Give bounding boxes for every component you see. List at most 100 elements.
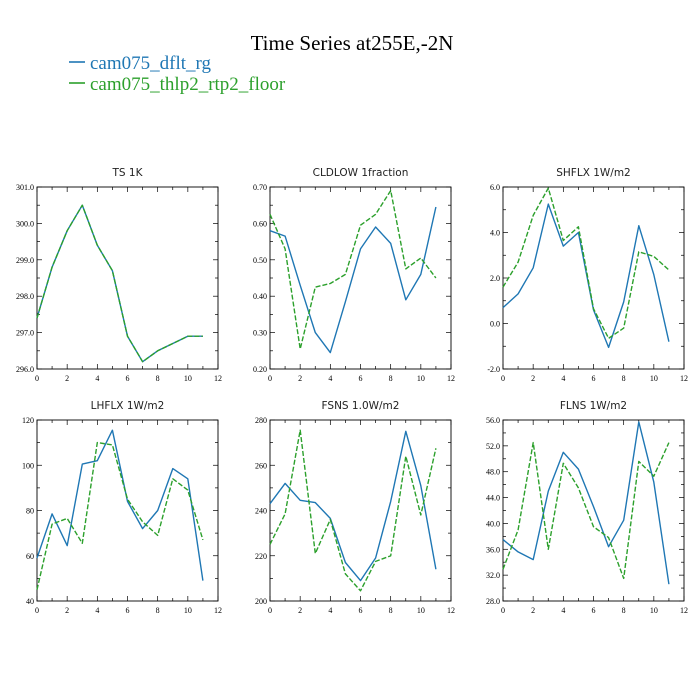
panel-6-ytick-label: 44.0 bbox=[486, 494, 500, 503]
panel-5-xtick-label: 6 bbox=[359, 606, 363, 615]
panel-2-xtick-label: 4 bbox=[328, 374, 332, 383]
panel-6-series-1-line bbox=[502, 421, 670, 585]
panel-2-ytick-label: 0.30 bbox=[253, 329, 267, 338]
panel-5-xtick-label: 2 bbox=[298, 606, 302, 615]
panel-4-ytick-label: 60 bbox=[26, 552, 34, 561]
panel-1-ytick-label: 296.0 bbox=[16, 365, 34, 374]
panel-4: LHFLX 1W/m2 0 2 4 6 8 10 12 40 60 80 100 120 bbox=[22, 400, 222, 615]
panel-5-ytick-label: 240 bbox=[255, 507, 267, 516]
panel-5-xtick-label: 10 bbox=[417, 606, 425, 615]
panel-5-xtick-label: 4 bbox=[328, 606, 332, 615]
panel-5-series-2-line bbox=[269, 429, 437, 592]
panel-4-xtick-label: 10 bbox=[184, 606, 192, 615]
panel-3-xtick-label: 2 bbox=[531, 374, 535, 383]
panel-4-ytick-label: 120 bbox=[22, 416, 34, 425]
panel-3-series-2-line bbox=[502, 187, 670, 339]
panel-4-xtick-label: 4 bbox=[95, 606, 99, 615]
panel-5-title: FSNS 1.0W/m2 bbox=[322, 400, 400, 412]
panel-5-series-1-line bbox=[269, 430, 437, 582]
panel-1-ytick-label: 301.0 bbox=[16, 183, 34, 192]
panel-4-xtick-label: 6 bbox=[126, 606, 130, 615]
panel-3: SHFLX 1W/m2 0 2 4 6 8 10 12 -2.0 0.0 2.0 4.0 6.0 bbox=[487, 167, 688, 383]
panel-1-ytick-label: 300.0 bbox=[16, 219, 34, 228]
panel-2-ytick-label: 0.40 bbox=[253, 292, 267, 301]
panel-6-ytick-label: 56.0 bbox=[486, 416, 500, 425]
panel-6-xtick-label: 12 bbox=[680, 606, 688, 615]
panel-1-ytick-label: 297.0 bbox=[16, 329, 34, 338]
panel-2-xtick-label: 8 bbox=[389, 374, 393, 383]
panel-3-series-1-line bbox=[502, 203, 670, 349]
panel-1-xtick-label: 2 bbox=[65, 374, 69, 383]
panel-6-xtick-label: 6 bbox=[592, 606, 596, 615]
panel-3-ytick-label: -2.0 bbox=[487, 365, 500, 374]
figure-title: Time Series at255E,-2N bbox=[251, 31, 454, 55]
panel-1-xtick-label: 10 bbox=[184, 374, 192, 383]
panel-6-ytick-label: 28.0 bbox=[486, 597, 500, 606]
panel-1-title: TS 1K bbox=[112, 167, 144, 179]
panel-5-xtick-label: 12 bbox=[447, 606, 455, 615]
panel-4-xtick-label: 2 bbox=[65, 606, 69, 615]
panel-2-xtick-label: 6 bbox=[359, 374, 363, 383]
panels: TS 1K 0 2 4 6 8 10 12 296.0 297.0 298.0 299.0 300.0 3… bbox=[16, 167, 688, 615]
panel-3-xtick-label: 4 bbox=[561, 374, 565, 383]
panel-1-xtick-label: 12 bbox=[214, 374, 222, 383]
panel-1-xtick-label: 4 bbox=[95, 374, 99, 383]
panel-6-xtick-label: 8 bbox=[622, 606, 626, 615]
panel-6-ytick-label: 48.0 bbox=[486, 468, 500, 477]
panel-3-ytick-label: 0.0 bbox=[490, 320, 500, 329]
panel-1-xtick-label: 6 bbox=[126, 374, 130, 383]
panel-4-series-2-line bbox=[36, 441, 204, 590]
panel-3-xtick-label: 8 bbox=[622, 374, 626, 383]
panel-4-ytick-label: 40 bbox=[26, 597, 34, 606]
panel-1-ytick-label: 299.0 bbox=[16, 256, 34, 265]
panel-5-xtick-label: 8 bbox=[389, 606, 393, 615]
panel-6-ytick-label: 52.0 bbox=[486, 442, 500, 451]
panel-4-xtick-label: 0 bbox=[35, 606, 39, 615]
panel-5-xtick-label: 0 bbox=[268, 606, 272, 615]
panel-2-xtick-label: 12 bbox=[447, 374, 455, 383]
legend: cam075_dflt_rg cam075_thlp2_rtp2_floor bbox=[69, 53, 286, 95]
panel-6-xtick-label: 2 bbox=[531, 606, 535, 615]
panel-6-series-2-line bbox=[502, 441, 670, 580]
panel-5-ytick-label: 200 bbox=[255, 597, 267, 606]
panel-3-xtick-label: 10 bbox=[650, 374, 658, 383]
panel-4-xtick-label: 8 bbox=[156, 606, 160, 615]
panel-2-ytick-label: 0.50 bbox=[253, 256, 267, 265]
panel-1-xtick-label: 8 bbox=[156, 374, 160, 383]
panel-4-title: LHFLX 1W/m2 bbox=[91, 400, 165, 412]
panel-5: FSNS 1.0W/m2 0 2 4 6 8 10 12 200 220 240 260 280 bbox=[255, 400, 455, 615]
panel-3-xtick-label: 6 bbox=[592, 374, 596, 383]
panel-4-series-1-line bbox=[36, 429, 204, 581]
panel-1-series-2-line bbox=[36, 204, 203, 363]
panel-4-ytick-label: 100 bbox=[22, 461, 34, 470]
panel-2-xtick-label: 2 bbox=[298, 374, 302, 383]
panel-3-ytick-label: 4.0 bbox=[490, 229, 500, 238]
panel-6-ytick-label: 40.0 bbox=[486, 519, 500, 528]
panel-2-ytick-label: 0.20 bbox=[253, 365, 267, 374]
panel-1: TS 1K 0 2 4 6 8 10 12 296.0 297.0 298.0 299.0 300.0 3… bbox=[16, 167, 222, 383]
legend-label-1: cam075_dflt_rg bbox=[90, 53, 212, 74]
panel-2-title: CLDLOW 1fraction bbox=[313, 167, 409, 179]
panel-6-xtick-label: 4 bbox=[561, 606, 565, 615]
panel-3-title: SHFLX 1W/m2 bbox=[556, 167, 631, 179]
panel-6: FLNS 1W/m2 0 2 4 6 8 10 12 28.0 32.0 36.0 40.0 44.0 4… bbox=[486, 400, 688, 615]
panel-3-xtick-label: 12 bbox=[680, 374, 688, 383]
panel-1-xtick-label: 0 bbox=[35, 374, 39, 383]
panel-6-ytick-label: 36.0 bbox=[486, 545, 500, 554]
panel-6-ytick-label: 32.0 bbox=[486, 571, 500, 580]
panel-3-ytick-label: 6.0 bbox=[490, 183, 500, 192]
panel-2-series-2-line bbox=[269, 189, 437, 350]
panel-2-ytick-label: 0.60 bbox=[253, 219, 267, 228]
panel-5-ytick-label: 220 bbox=[255, 552, 267, 561]
panel-2-ytick-label: 0.70 bbox=[253, 183, 267, 192]
panel-2-series-1-line bbox=[269, 206, 437, 354]
legend-label-2: cam075_thlp2_rtp2_floor bbox=[90, 74, 286, 95]
panel-2-xtick-label: 10 bbox=[417, 374, 425, 383]
panel-5-ytick-label: 280 bbox=[255, 416, 267, 425]
panel-6-title: FLNS 1W/m2 bbox=[560, 400, 627, 412]
panel-6-xtick-label: 10 bbox=[650, 606, 658, 615]
panel-5-ytick-label: 260 bbox=[255, 461, 267, 470]
panel-3-xtick-label: 0 bbox=[501, 374, 505, 383]
